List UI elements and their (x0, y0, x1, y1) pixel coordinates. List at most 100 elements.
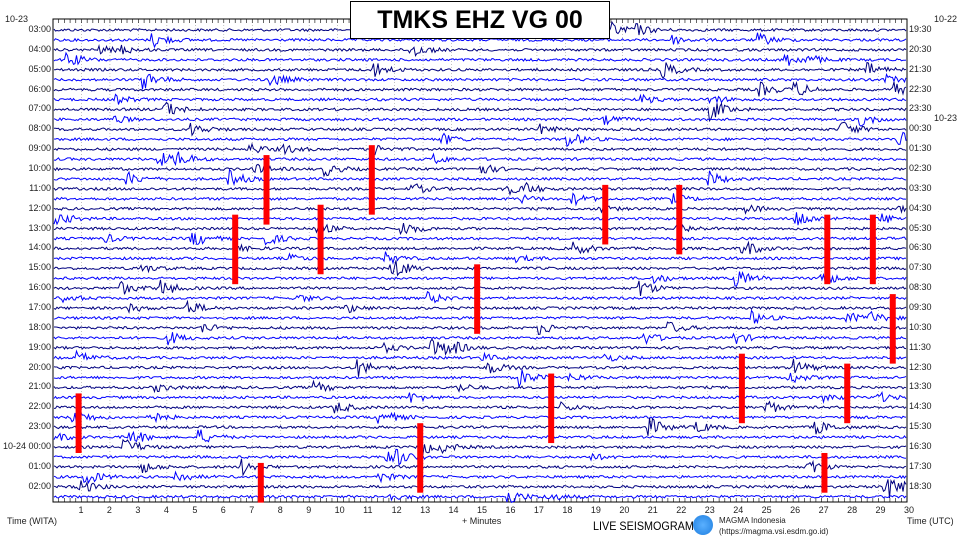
left-time-label: 18:00 (28, 321, 51, 332)
event-marker (368, 145, 375, 215)
seismic-trace (53, 81, 907, 97)
event-marker (844, 363, 851, 424)
left-time-label: 04:00 (28, 43, 51, 54)
seismic-trace (53, 212, 907, 226)
x-tick-label: 12 (391, 505, 402, 515)
right-date-label: 10-23 (934, 113, 958, 123)
right-time-label: 09:30 (909, 302, 932, 313)
x-tick-label: 22 (676, 505, 687, 515)
event-marker (824, 214, 831, 285)
event-marker (75, 393, 82, 453)
right-time-label: 15:30 (909, 421, 932, 432)
seismic-trace (53, 332, 907, 346)
left-time-label: 20:00 (28, 361, 51, 372)
seismic-trace (53, 142, 907, 156)
right-time-label: 12:30 (909, 361, 932, 372)
right-time-label: 17:30 (909, 460, 932, 471)
seismic-trace (53, 429, 907, 443)
event-marker (548, 373, 555, 444)
left-time-label: 11:00 (29, 182, 51, 193)
x-tick-label: 4 (163, 505, 169, 515)
event-marker (738, 353, 745, 424)
seismic-trace (53, 101, 907, 123)
x-tick-label: 3 (135, 505, 141, 515)
event-marker (474, 264, 481, 334)
left-time-label: 06:00 (28, 83, 51, 94)
x-tick-label: 1 (78, 505, 84, 515)
right-time-label: 03:30 (909, 182, 932, 193)
seismic-trace (53, 470, 907, 485)
x-tick-label: 18 (562, 505, 573, 515)
seismic-trace (53, 192, 907, 207)
right-time-label: 10:30 (909, 321, 932, 332)
right-time-label: 07:30 (909, 262, 932, 273)
seismic-trace (53, 411, 907, 425)
seismic-trace (53, 61, 907, 80)
right-time-label: 20:30 (909, 43, 932, 54)
x-tick-label: 25 (761, 505, 772, 515)
left-time-label: 05:00 (28, 63, 51, 74)
seismic-trace (53, 51, 907, 66)
x-tick-label: 24 (733, 505, 744, 515)
seismic-trace (53, 492, 907, 504)
seismic-trace (53, 43, 907, 58)
right-time-label: 01:30 (909, 143, 932, 154)
right-time-label: 13:30 (909, 381, 932, 392)
org-url[interactable]: (https://magma.vsi.esdm.go.id) (719, 527, 829, 536)
seismic-trace (54, 121, 907, 137)
right-time-label: 23:30 (909, 103, 932, 114)
left-time-label: 23:00 (28, 421, 51, 432)
seismic-trace (53, 358, 907, 377)
seismic-trace (53, 390, 907, 404)
x-tick-label: 30 (904, 505, 915, 515)
right-date-label: 10-22 (934, 14, 958, 24)
event-marker (417, 423, 424, 493)
right-time-label: 06:30 (909, 242, 932, 253)
seismic-trace (53, 32, 907, 49)
left-time-label: 12:00 (28, 202, 51, 213)
left-time-label: 14:00 (28, 242, 51, 253)
event-marker (602, 184, 609, 245)
x-tick-label: 20 (619, 505, 630, 515)
seismic-trace (53, 131, 907, 148)
event-marker (317, 204, 324, 275)
seismic-trace (53, 72, 907, 90)
seismic-trace (53, 240, 907, 255)
x-tick-label: 23 (704, 505, 715, 515)
x-tick-label: 14 (448, 505, 459, 515)
right-time-label: 14:30 (909, 401, 932, 412)
x-tick-label: 8 (277, 505, 283, 515)
right-time-label: 16:30 (909, 441, 932, 452)
seismic-trace (53, 151, 907, 167)
left-time-label: 21:00 (28, 381, 51, 392)
seismic-trace (53, 163, 907, 178)
left-time-label: 16:00 (28, 282, 51, 293)
seismic-trace (53, 204, 907, 215)
x-axis-label: + Minutes (462, 516, 502, 526)
x-tick-label: 5 (192, 505, 198, 515)
chart-title: TMKS EHZ VG 00 (350, 1, 610, 39)
event-marker (869, 214, 876, 285)
right-time-label: 18:30 (909, 480, 932, 491)
right-time-label: 00:30 (909, 123, 932, 134)
seismic-trace (53, 438, 907, 456)
seismic-trace (53, 400, 907, 414)
magma-logo-icon (693, 515, 713, 535)
x-tick-label: 27 (818, 505, 829, 515)
seismic-trace (53, 115, 907, 127)
seismic-trace (53, 478, 907, 499)
right-time-label: 02:30 (909, 163, 932, 174)
event-marker (263, 155, 270, 225)
event-marker (821, 452, 828, 493)
seismic-trace (53, 93, 907, 105)
x-tick-label: 21 (647, 505, 658, 515)
left-time-label: 10:00 (28, 163, 51, 174)
left-time-label: 17:00 (28, 302, 51, 313)
x-tick-label: 16 (505, 505, 516, 515)
left-time-label: 01:00 (28, 460, 51, 471)
seismic-trace (53, 448, 907, 466)
right-time-label: 08:30 (909, 282, 932, 293)
seismic-trace (53, 222, 907, 236)
seismic-trace (53, 417, 907, 436)
x-tick-label: 28 (847, 505, 858, 515)
